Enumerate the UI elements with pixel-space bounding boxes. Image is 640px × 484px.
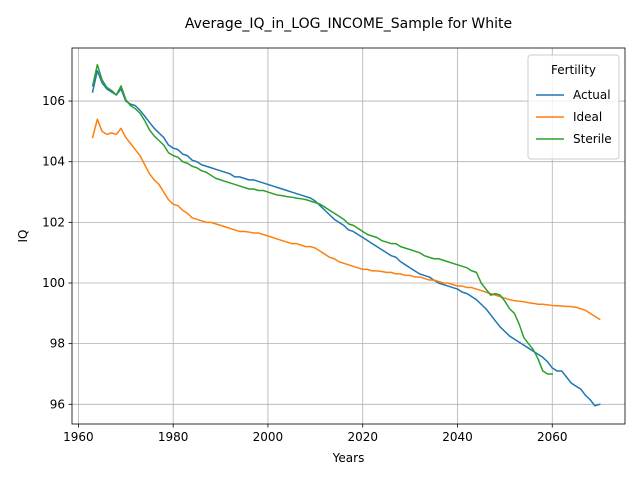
series-line-actual bbox=[91, 69, 601, 407]
x-tick-label: 2000 bbox=[253, 430, 284, 444]
x-tick-label: 1980 bbox=[158, 430, 189, 444]
y-tick-label: 96 bbox=[50, 397, 65, 411]
y-axis-label: IQ bbox=[16, 230, 30, 243]
x-tick-label: 2060 bbox=[537, 430, 568, 444]
legend-title: Fertility bbox=[551, 63, 596, 77]
series-line-ideal bbox=[91, 118, 601, 321]
y-tick-label: 102 bbox=[42, 215, 65, 229]
y-tick-label: 106 bbox=[42, 94, 65, 108]
x-tick-label: 1960 bbox=[63, 430, 94, 444]
y-axis-ticks: 96 98 100 102 104 106 bbox=[42, 94, 72, 411]
x-tick-label: 2020 bbox=[347, 430, 378, 444]
x-axis-label: Years bbox=[332, 451, 365, 465]
legend: Fertility Actual Ideal Sterile bbox=[527, 54, 620, 160]
y-tick-label: 98 bbox=[50, 337, 65, 351]
y-tick-label: 104 bbox=[42, 155, 65, 169]
plot-frame bbox=[71, 47, 626, 425]
y-tick-label: 100 bbox=[42, 276, 65, 290]
series-lines bbox=[91, 63, 601, 407]
chart-title: Average_IQ_in_LOG_INCOME_Sample for Whit… bbox=[185, 16, 512, 32]
x-axis-ticks: 1960 1980 2000 2020 2040 2060 bbox=[63, 424, 568, 444]
legend-items: Actual Ideal Sterile bbox=[536, 88, 612, 146]
legend-box bbox=[527, 54, 620, 160]
x-tick-label: 2040 bbox=[442, 430, 473, 444]
legend-label-actual: Actual bbox=[573, 88, 611, 102]
series-line-sterile bbox=[91, 63, 554, 375]
legend-label-ideal: Ideal bbox=[573, 110, 602, 124]
legend-label-sterile: Sterile bbox=[573, 132, 612, 146]
